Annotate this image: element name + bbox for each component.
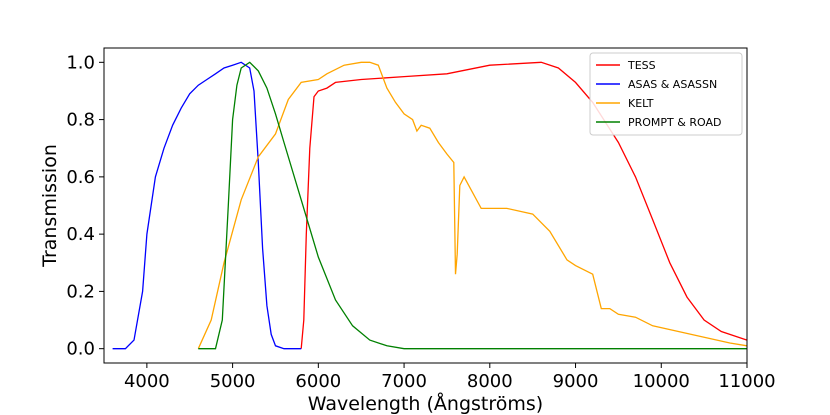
y-axis-label: Transmission <box>39 144 61 268</box>
y-tick-label: 0.0 <box>66 339 95 360</box>
series-line-1 <box>112 61 302 350</box>
y-tick-label: 0.6 <box>66 167 95 188</box>
plot-area <box>112 61 748 350</box>
legend-label: TESS <box>627 59 656 72</box>
x-tick-label: 11000 <box>718 371 775 392</box>
x-axis: 4000 5000 6000 7000 8000 9000 10000 11000 <box>124 363 776 392</box>
legend-box <box>589 52 743 136</box>
x-tick-label: 7000 <box>381 371 427 392</box>
x-tick-label: 10000 <box>633 371 690 392</box>
y-axis: 0.0 0.2 0.4 0.6 0.8 1.0 <box>66 52 104 360</box>
legend: TESS ASAS & ASASSN KELT PROMPT & ROAD <box>589 52 743 136</box>
x-tick-label: 9000 <box>553 371 599 392</box>
x-tick-label: 8000 <box>467 371 513 392</box>
x-tick-label: 4000 <box>124 371 170 392</box>
series-line-3 <box>198 61 747 350</box>
y-tick-label: 1.0 <box>66 52 95 73</box>
x-tick-label: 5000 <box>210 371 256 392</box>
legend-label: PROMPT & ROAD <box>628 116 721 129</box>
y-tick-label: 0.8 <box>66 110 95 131</box>
x-tick-label: 6000 <box>295 371 341 392</box>
plot-frame <box>103 47 748 364</box>
y-tick-label: 0.2 <box>66 281 95 302</box>
x-axis-label: Wavelength (Ångströms) <box>308 392 543 415</box>
legend-label: KELT <box>628 97 654 110</box>
y-tick-label: 0.4 <box>66 224 95 245</box>
legend-label: ASAS & ASASSN <box>628 78 717 91</box>
series-line-2 <box>197 61 748 349</box>
series-line-0 <box>300 61 748 349</box>
